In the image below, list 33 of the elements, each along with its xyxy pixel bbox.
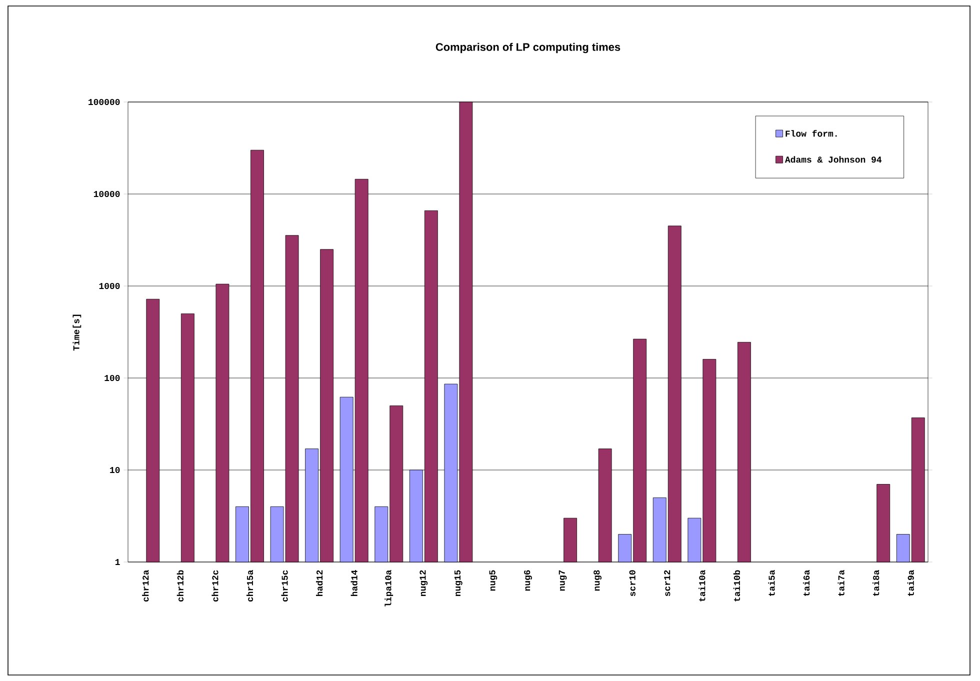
x-tick-label: scr10: [629, 570, 636, 596]
y-axis-title: Time[s]: [72, 314, 82, 351]
x-tick-label: nug6: [524, 570, 532, 591]
y-tick-label: 10000: [94, 190, 120, 198]
x-tick-label: had14: [350, 570, 358, 596]
x-tick-label: chr15a: [246, 570, 254, 602]
y-tick-label: 100000: [88, 98, 120, 106]
chart-title: Comparison of LP computing times: [436, 42, 620, 54]
x-tick-label: nug12: [420, 570, 428, 596]
x-tick-label: nug7: [558, 570, 567, 591]
x-tick-label: tai9a: [907, 570, 914, 596]
x-tick-label: tai6a: [802, 570, 810, 596]
x-tick-label: chr15c: [281, 570, 288, 602]
y-tick-label: 1000: [99, 282, 120, 290]
y-tick-label: 100: [104, 374, 120, 382]
x-tick-label: tai8a: [872, 570, 880, 596]
x-tick-label: tai10a: [698, 570, 706, 602]
x-tick-label: lipa10a: [384, 570, 394, 606]
legend-label: Adams & Johnson 94: [784, 156, 882, 163]
x-tick-label: nug8: [594, 570, 602, 591]
x-tick-label: scr12: [664, 570, 670, 596]
x-tick-label: chr12b: [176, 570, 184, 602]
y-tick-label: 1: [115, 559, 120, 565]
x-tick-label: nug5: [489, 570, 498, 591]
legend-label: Flow form.: [786, 130, 837, 137]
x-tick-label: tai5a: [768, 570, 775, 596]
x-tick-label: nug15: [454, 570, 462, 596]
x-tick-label: chr12c: [212, 570, 218, 602]
y-tick-label: 10: [110, 466, 120, 474]
x-tick-label: tai10b: [733, 570, 740, 602]
x-tick-label: chr12a: [142, 570, 149, 602]
x-tick-label: tai7a: [838, 570, 844, 596]
x-tick-label: had12: [316, 570, 323, 596]
